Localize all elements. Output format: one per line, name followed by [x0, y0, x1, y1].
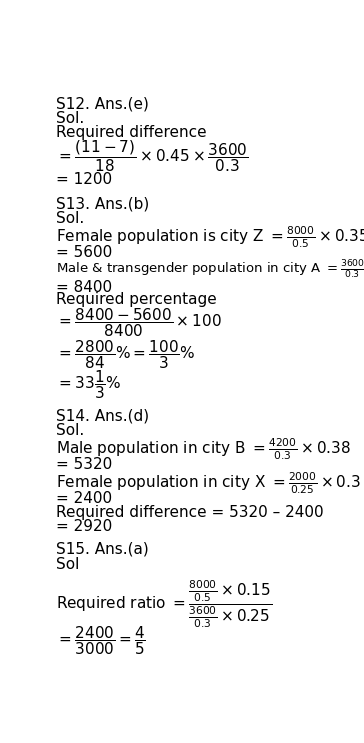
Text: Male & transgender population in city A $= \frac{3600}{0.3} \times [0.7]$: Male & transgender population in city A … — [56, 259, 364, 282]
Text: Required ratio $= \dfrac{\frac{8000}{0.5}\times0.15}{\frac{3600}{0.3}\times0.25}: Required ratio $= \dfrac{\frac{8000}{0.5… — [56, 578, 273, 630]
Text: $= \dfrac{2400}{3000} = \dfrac{4}{5}$: $= \dfrac{2400}{3000} = \dfrac{4}{5}$ — [56, 624, 146, 657]
Text: Female population in city X $= \frac{2000}{0.25} \times 0.3$: Female population in city X $= \frac{200… — [56, 470, 361, 496]
Text: = 5600: = 5600 — [56, 245, 112, 261]
Text: S13. Ans.(b): S13. Ans.(b) — [56, 197, 150, 212]
Text: $= \dfrac{8400-5600}{8400} \times 100$: $= \dfrac{8400-5600}{8400} \times 100$ — [56, 306, 222, 339]
Text: S15. Ans.(a): S15. Ans.(a) — [56, 542, 149, 557]
Text: = 1200: = 1200 — [56, 172, 112, 186]
Text: Female population is city Z $= \frac{8000}{0.5} \times 0.35$: Female population is city Z $= \frac{800… — [56, 224, 364, 250]
Text: Required difference = 5320 – 2400: Required difference = 5320 – 2400 — [56, 505, 324, 520]
Text: = 2400: = 2400 — [56, 491, 112, 506]
Text: Male population in city B $= \frac{4200}{0.3} \times 0.38$: Male population in city B $= \frac{4200}… — [56, 436, 351, 462]
Text: = 2920: = 2920 — [56, 519, 112, 533]
Text: $= \dfrac{2800}{84}\% = \dfrac{100}{3}\%$: $= \dfrac{2800}{84}\% = \dfrac{100}{3}\%… — [56, 338, 196, 371]
Text: Sol.: Sol. — [56, 211, 84, 226]
Text: Sol: Sol — [56, 557, 80, 571]
Text: Required difference: Required difference — [56, 125, 207, 140]
Text: = 5320: = 5320 — [56, 457, 112, 473]
Text: Sol.: Sol. — [56, 423, 84, 438]
Text: $= 33\dfrac{1}{3}\%$: $= 33\dfrac{1}{3}\%$ — [56, 368, 122, 400]
Text: Sol.: Sol. — [56, 111, 84, 126]
Text: $= \dfrac{(11-7)}{18} \times 0.45 \times \dfrac{3600}{0.3}$: $= \dfrac{(11-7)}{18} \times 0.45 \times… — [56, 138, 249, 174]
Text: = 8400: = 8400 — [56, 280, 112, 295]
Text: S12. Ans.(e): S12. Ans.(e) — [56, 97, 149, 112]
Text: Required percentage: Required percentage — [56, 293, 217, 308]
Text: S14. Ans.(d): S14. Ans.(d) — [56, 409, 150, 424]
